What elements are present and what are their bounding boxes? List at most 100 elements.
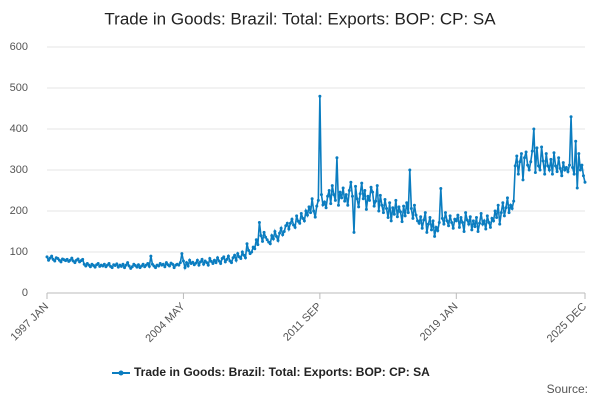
point [355,197,359,201]
point [206,263,210,267]
point [535,146,539,150]
point [544,152,548,156]
point [124,263,128,267]
point [442,222,446,226]
point [546,164,550,168]
point [292,223,296,227]
point [538,168,542,172]
point [172,266,176,270]
point [419,215,423,219]
point [557,156,561,160]
point [315,204,319,208]
point [465,218,469,222]
point [493,209,497,213]
point [81,257,85,261]
point [498,222,502,226]
point [487,220,491,224]
point [216,256,220,260]
point [406,211,410,215]
point [321,203,325,207]
point [346,203,350,207]
point [412,203,416,207]
point [285,221,289,225]
point [146,261,150,265]
point [123,266,127,270]
point [301,216,305,220]
point [262,230,266,234]
point [386,216,390,220]
point [485,214,489,218]
point [332,193,336,197]
point [102,262,106,266]
point [478,221,482,225]
point [555,170,559,174]
point [161,262,165,266]
point [68,258,72,262]
point [307,205,311,209]
point [521,178,525,182]
point [84,264,88,268]
point [431,219,435,223]
point [171,262,175,266]
point [316,198,320,202]
point [319,193,323,197]
point [420,226,424,230]
point [447,224,451,228]
point [436,229,440,233]
point [350,194,354,198]
point [433,234,437,238]
point [76,257,80,261]
point [532,127,536,131]
point [426,222,430,226]
point [437,220,441,224]
point [110,266,114,270]
point [240,250,244,254]
point [219,261,223,265]
point [214,261,218,265]
point [157,264,161,268]
point [533,170,537,174]
point [198,260,202,264]
point [225,257,229,261]
chart-title: Trade in Goods: Brazil: Total: Exports: … [104,9,496,28]
point [341,186,345,190]
point [529,160,533,164]
point [571,166,575,170]
point [488,225,492,229]
point [502,214,506,218]
point [180,252,184,256]
point [411,216,415,220]
point [492,219,496,223]
point [454,219,458,223]
y-tick-label: 400 [10,123,28,135]
x-tick-label: 2025 DEC [545,301,589,345]
point [530,149,534,153]
point [414,213,418,217]
point [130,265,134,269]
point [385,207,389,211]
point [561,161,565,165]
point [256,243,260,247]
point [577,152,581,156]
point [253,247,257,251]
point [448,214,452,218]
point [367,198,371,202]
point [519,152,523,156]
point [335,156,339,160]
point [388,201,392,205]
legend-marker [118,370,124,376]
point [554,164,558,168]
point [578,168,582,172]
point [428,216,432,220]
point [107,261,111,265]
point [347,189,351,192]
point [181,259,185,263]
point [178,261,182,265]
point [509,203,513,207]
point [471,219,475,223]
y-tick-label: 500 [10,82,28,94]
point [167,264,171,268]
point [409,207,413,211]
point [366,194,370,198]
source: Source: [547,382,588,396]
